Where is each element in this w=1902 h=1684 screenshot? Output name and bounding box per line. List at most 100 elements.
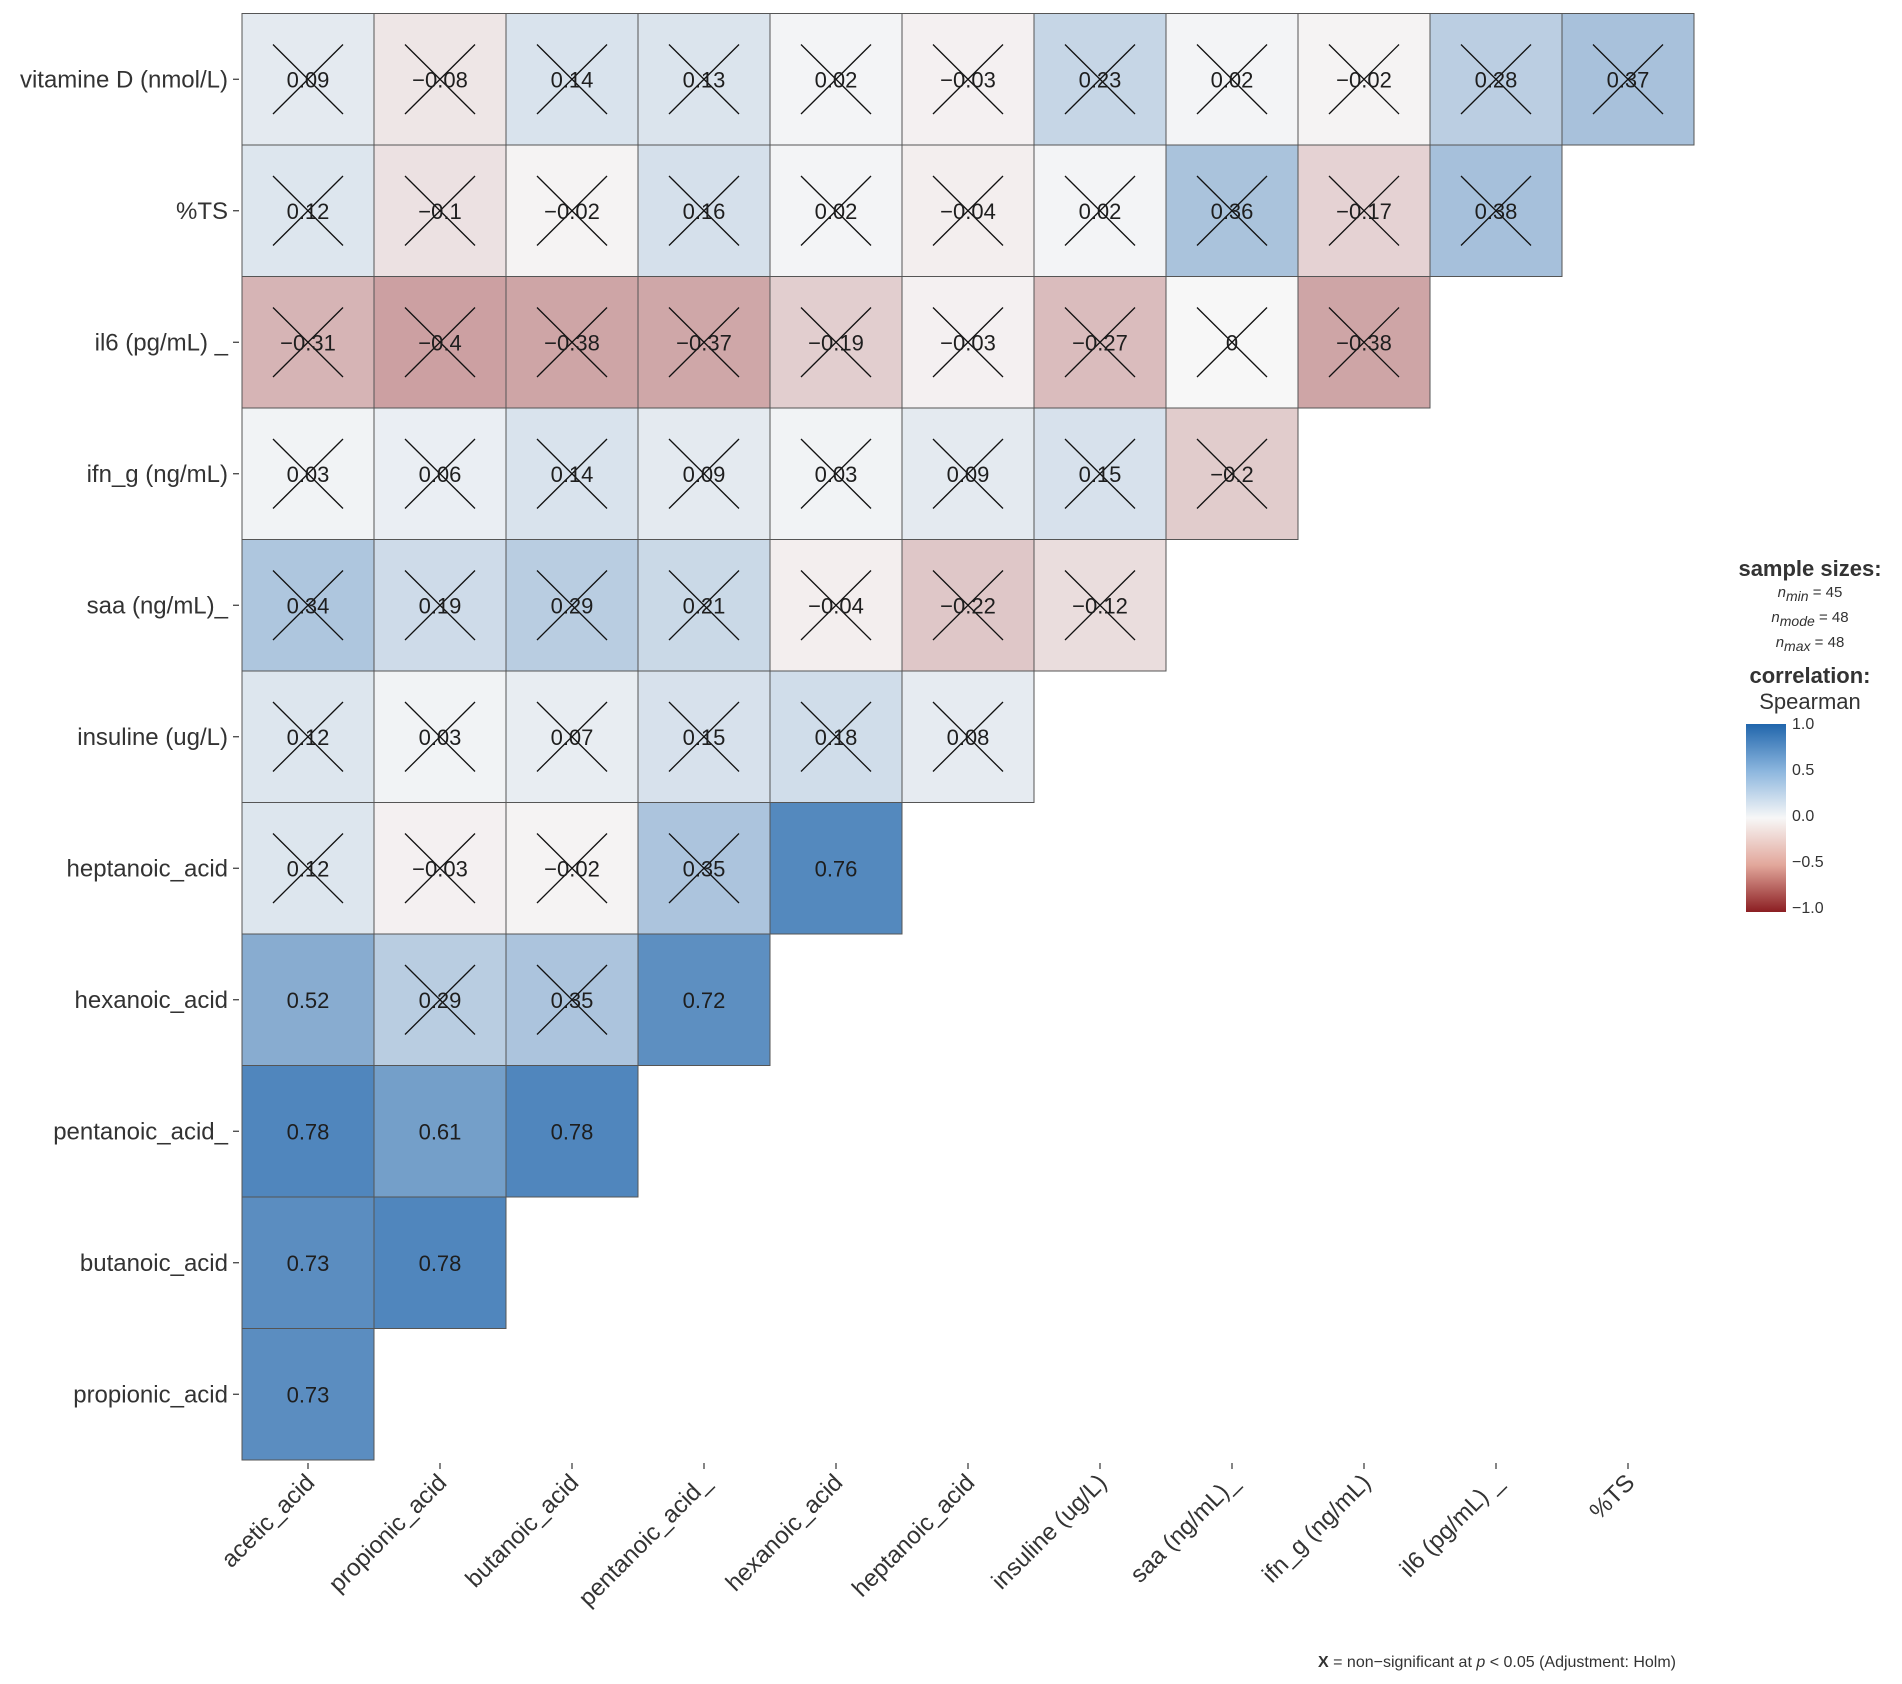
cell-value: −0.17: [1336, 199, 1392, 224]
cell-value: 0.15: [683, 725, 726, 750]
heatmap-cell-il6-pg-ml-hexanoic-acid: −0.19: [769, 276, 903, 409]
cross-mark: [932, 175, 1004, 246]
cell-value: 0.13: [683, 67, 726, 92]
cell-value: −0.04: [940, 199, 996, 224]
correlation-method: Spearman: [1759, 689, 1861, 714]
cell-value: 0.78: [287, 1119, 330, 1144]
cross-mark: [536, 833, 608, 904]
sample-sizes-title: sample sizes:: [1738, 556, 1882, 581]
cell-fill: [373, 1196, 507, 1329]
cell-value: −0.38: [1336, 330, 1392, 355]
n-mode-value: = 48: [1818, 609, 1849, 626]
colorbar-tick-neg-0-5: −0.5: [1792, 854, 1824, 871]
cell-value: 0.34: [287, 593, 330, 618]
x-tick-label: acetic_acid: [216, 1469, 320, 1573]
cell-fill: [241, 1065, 375, 1198]
cell-value: 0.02: [1079, 199, 1122, 224]
heatmap-cell-hexanoic-acid-butanoic-acid: 0.35: [505, 933, 639, 1066]
heatmap-cell-ts-il6-pg-ml: 0.38: [1429, 144, 1563, 277]
cross-mark: [1328, 175, 1400, 246]
n-max-value: = 48: [1814, 634, 1845, 651]
x-tick-label: %TS: [1584, 1469, 1640, 1525]
footnote-rest: < 0.05 (Adjustment: Holm): [1489, 1654, 1676, 1671]
x-tick-label: propionic_acid: [324, 1469, 453, 1598]
heatmap-cell-ifn-g-ng-ml-pentanoic-acid: 0.09: [637, 407, 771, 540]
cross-mark: [800, 701, 872, 772]
cross-mark: [1460, 44, 1532, 115]
cell-value: 0.07: [551, 725, 594, 750]
cell-value: 0.19: [419, 593, 462, 618]
cross-mark: [404, 964, 476, 1035]
heatmap-cell-il6-pg-ml-acetic-acid: −0.31: [241, 276, 375, 409]
x-tick-label: ifn_g (ng/mL): [1257, 1469, 1376, 1588]
cell-value: 0.02: [1211, 67, 1254, 92]
cross-mark: [404, 175, 476, 246]
cell-value: 0.09: [683, 462, 726, 487]
heatmap-cell-saa-ng-ml-hexanoic-acid: −0.04: [769, 539, 903, 672]
heatmap-cell-vitamine-d-nmol-l-hexanoic-acid: 0.02: [769, 13, 903, 146]
colorbar-tick-1: 1.0: [1792, 716, 1815, 733]
cell-value: −0.1: [418, 199, 461, 224]
cross-mark: [536, 701, 608, 772]
x-tick-label: il6 (pg/mL) _: [1395, 1469, 1509, 1583]
x-tick-label: insuline (ug/L): [987, 1469, 1113, 1595]
heatmap-cell-saa-ng-ml-acetic-acid: 0.34: [241, 539, 375, 672]
cross-mark: [536, 44, 608, 115]
cross-mark: [272, 701, 344, 772]
cell-value: −0.03: [940, 67, 996, 92]
cell-value: 0.03: [287, 462, 330, 487]
cell-value: 0.14: [551, 462, 594, 487]
heatmap-cell-heptanoic-acid-hexanoic-acid: 0.76: [769, 802, 903, 935]
heatmap-cell-pentanoic-acid-acetic-acid: 0.78: [241, 1065, 375, 1198]
legend: sample sizes: nmin = 45 nmode = 48 nmax …: [1718, 556, 1902, 715]
footnote-text: = non−significant at: [1333, 1654, 1472, 1671]
cell-value: −0.08: [412, 67, 468, 92]
colorbar: [1746, 724, 1786, 912]
x-tick-label: heptanoic_acid: [847, 1469, 980, 1602]
heatmap-cell-heptanoic-acid-acetic-acid: 0.12: [241, 802, 375, 935]
y-tick-label: ifn_g (ng/mL): [87, 461, 228, 488]
heatmap-cell-heptanoic-acid-pentanoic-acid: 0.35: [637, 802, 771, 935]
heatmap-cell-il6-pg-ml-insuline-ug-l: −0.27: [1033, 276, 1167, 409]
heatmap-cell-hexanoic-acid-acetic-acid: 0.52: [241, 933, 375, 1066]
heatmap-cell-il6-pg-ml-ifn-g-ng-ml: −0.38: [1297, 276, 1431, 409]
cross-mark: [1064, 175, 1136, 246]
cross-mark: [1460, 175, 1532, 246]
cell-value: 0.76: [815, 856, 858, 881]
cross-mark: [272, 570, 344, 641]
heatmap-cell-ifn-g-ng-ml-propionic-acid: 0.06: [373, 407, 507, 540]
cross-mark: [1064, 438, 1136, 509]
n-min-sub: min: [1785, 588, 1809, 604]
cross-mark: [536, 175, 608, 246]
y-tick-label: vitamine D (nmol/L): [20, 66, 228, 93]
heatmap-cell-il6-pg-ml-heptanoic-acid: −0.03: [901, 276, 1035, 409]
cell-value: −0.04: [808, 593, 864, 618]
cross-mark: [404, 833, 476, 904]
cross-mark: [800, 307, 872, 378]
cell-value: 0.28: [1475, 67, 1518, 92]
cross-mark: [932, 438, 1004, 509]
cross-mark: [404, 44, 476, 115]
cell-value: 0.21: [683, 593, 726, 618]
heatmap-cell-propionic-acid-acetic-acid: 0.73: [241, 1328, 375, 1461]
heatmap-cell-vitamine-d-nmol-l-ts: 0.37: [1561, 13, 1695, 146]
cross-mark: [1196, 438, 1268, 509]
heatmap-cell-heptanoic-acid-propionic-acid: −0.03: [373, 802, 507, 935]
heatmap-cell-ts-heptanoic-acid: −0.04: [901, 144, 1035, 277]
heatmap-cell-vitamine-d-nmol-l-insuline-ug-l: 0.23: [1033, 13, 1167, 146]
cross-mark: [536, 307, 608, 378]
y-tick-label: pentanoic_acid_: [53, 1118, 228, 1145]
cell-value: 0.78: [419, 1251, 462, 1276]
cell-value: 0: [1226, 330, 1238, 355]
cross-mark: [404, 701, 476, 772]
cell-value: 0.29: [551, 593, 594, 618]
n-max: nmax = 48: [1718, 632, 1902, 657]
cell-fill: [1297, 276, 1431, 409]
heatmap-cell-il6-pg-ml-propionic-acid: −0.4: [373, 276, 507, 409]
cross-mark: [536, 438, 608, 509]
heatmap-cell-ts-propionic-acid: −0.1: [373, 144, 507, 277]
cross-mark: [800, 44, 872, 115]
n-min-value: = 45: [1812, 584, 1843, 601]
cell-fill: [241, 933, 375, 1066]
